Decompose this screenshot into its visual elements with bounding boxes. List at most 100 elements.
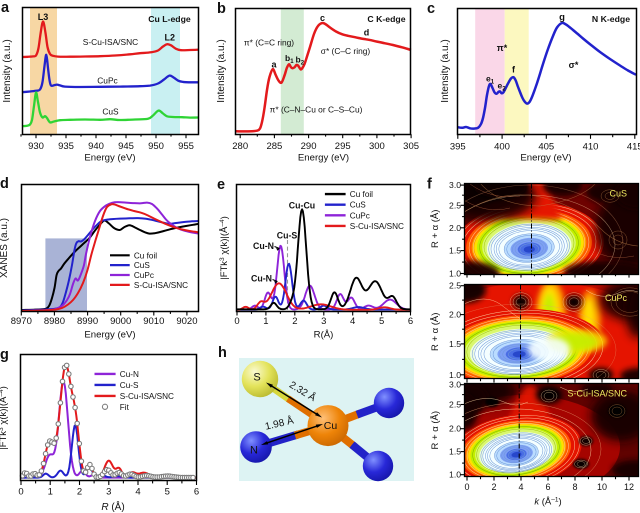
svg-text:9000: 9000: [110, 316, 131, 327]
svg-text:4: 4: [135, 487, 140, 498]
svg-text:8: 8: [572, 482, 577, 492]
svg-text:12: 12: [624, 482, 634, 492]
svg-text:3.0: 3.0: [449, 380, 461, 390]
svg-text:10: 10: [597, 482, 607, 492]
svg-text:405: 405: [538, 142, 554, 153]
svg-text:1: 1: [48, 487, 53, 498]
svg-text:2.0: 2.0: [449, 424, 461, 434]
svg-text:2.5: 2.5: [449, 200, 461, 210]
svg-text:4: 4: [350, 316, 355, 327]
svg-text:1: 1: [263, 316, 268, 327]
svg-text:0: 0: [464, 482, 469, 492]
svg-text:e: e: [217, 177, 225, 193]
svg-text:e2: e2: [498, 81, 507, 93]
svg-text:290: 290: [301, 141, 317, 152]
svg-text:2.5: 2.5: [449, 400, 461, 410]
svg-text:Intensity (a.u.): Intensity (a.u.): [440, 39, 451, 102]
svg-text:π*: π*: [497, 43, 508, 53]
svg-text:395: 395: [450, 142, 466, 153]
svg-text:C K-edge: C K-edge: [367, 14, 405, 24]
svg-text:Cu foil: Cu foil: [134, 251, 157, 260]
svg-text:6: 6: [194, 487, 199, 498]
svg-text:0: 0: [234, 316, 239, 327]
svg-text:1.5: 1.5: [449, 447, 461, 457]
svg-text:L2: L2: [165, 33, 176, 43]
svg-text:Cu-N: Cu-N: [120, 370, 139, 379]
svg-text:CuS: CuS: [134, 261, 150, 270]
svg-text:940: 940: [88, 141, 104, 152]
svg-text:S: S: [253, 372, 260, 384]
svg-text:σ*: σ*: [569, 60, 579, 70]
svg-text:6: 6: [408, 316, 413, 327]
svg-text:k (Å–1): k (Å–1): [534, 497, 561, 508]
svg-text:955: 955: [178, 141, 194, 152]
svg-text:8980: 8980: [44, 316, 65, 327]
svg-text:2.0: 2.0: [449, 310, 461, 320]
svg-text:3: 3: [321, 316, 326, 327]
svg-text:a: a: [1, 0, 10, 16]
svg-text:|FTk3 χ(k)|(Å–4): |FTk3 χ(k)|(Å–4): [0, 386, 9, 450]
svg-text:R + α (Å): R + α (Å): [430, 313, 441, 351]
svg-text:a: a: [271, 60, 277, 70]
svg-text:g: g: [559, 12, 565, 23]
svg-text:S-Cu-ISA/SNC: S-Cu-ISA/SNC: [350, 222, 404, 231]
svg-text:Energy (eV): Energy (eV): [84, 330, 135, 341]
svg-text:Fit: Fit: [120, 403, 130, 412]
svg-text:1.0: 1.0: [449, 470, 461, 480]
svg-text:Energy (eV): Energy (eV): [84, 153, 135, 164]
svg-text:Cu-N: Cu-N: [251, 274, 272, 284]
svg-text:π* (C–N–Cu or C–S–Cu): π* (C–N–Cu or C–S–Cu): [270, 105, 363, 115]
svg-text:CuS: CuS: [350, 201, 366, 210]
svg-text:CuPc: CuPc: [134, 271, 154, 280]
svg-text:S-Cu-ISA/SNC: S-Cu-ISA/SNC: [83, 37, 138, 47]
svg-text:9010: 9010: [143, 316, 164, 327]
svg-text:R + α (Å): R + α (Å): [430, 411, 441, 449]
svg-text:3.0: 3.0: [449, 180, 461, 190]
svg-text:b: b: [217, 1, 226, 17]
svg-text:2.0: 2.0: [449, 223, 461, 233]
svg-text:R (Å): R (Å): [101, 500, 124, 513]
svg-text:S-Cu-ISA/SNC: S-Cu-ISA/SNC: [567, 389, 627, 399]
svg-text:2: 2: [77, 487, 82, 498]
svg-text:π* (C=C ring): π* (C=C ring): [244, 38, 294, 48]
svg-text:f: f: [427, 177, 432, 193]
svg-text:295: 295: [335, 141, 351, 152]
svg-text:b2: b2: [296, 55, 305, 67]
svg-text:Cu-N: Cu-N: [253, 241, 274, 251]
svg-text:950: 950: [148, 141, 164, 152]
svg-text:1.5: 1.5: [449, 339, 461, 349]
svg-text:1.0: 1.0: [449, 269, 461, 279]
svg-text:CuPc: CuPc: [350, 211, 370, 220]
svg-text:c: c: [320, 13, 325, 23]
svg-text:2: 2: [491, 482, 496, 492]
svg-text:8970: 8970: [11, 316, 32, 327]
svg-text:305: 305: [403, 141, 419, 152]
svg-text:4: 4: [518, 482, 523, 492]
svg-text:2: 2: [292, 316, 297, 327]
svg-text:CuPc: CuPc: [97, 76, 117, 86]
svg-text:935: 935: [58, 141, 74, 152]
svg-text:|FTk3 χ(k)|(Å–4): |FTk3 χ(k)|(Å–4): [219, 216, 230, 280]
svg-text:3: 3: [106, 487, 111, 498]
svg-text:S-Cu-ISA/SNC: S-Cu-ISA/SNC: [134, 281, 188, 290]
svg-text:300: 300: [369, 141, 385, 152]
svg-text:σ* (C–C ring): σ* (C–C ring): [321, 46, 371, 56]
svg-text:d: d: [0, 176, 9, 192]
svg-text:N K-edge: N K-edge: [592, 14, 630, 24]
svg-text:CuPc: CuPc: [605, 293, 628, 303]
svg-text:2.5: 2.5: [449, 281, 461, 291]
svg-text:Cu-S: Cu-S: [277, 231, 298, 241]
svg-text:Cu: Cu: [324, 420, 338, 432]
svg-text:410: 410: [583, 142, 599, 153]
svg-text:f: f: [512, 65, 516, 75]
svg-text:S-Cu-ISA/SNC: S-Cu-ISA/SNC: [120, 392, 174, 401]
svg-text:b1: b1: [285, 53, 294, 65]
svg-text:d: d: [364, 28, 370, 38]
svg-text:400: 400: [494, 142, 510, 153]
svg-text:Cu-Cu: Cu-Cu: [289, 201, 315, 211]
svg-text:Energy (eV): Energy (eV): [520, 153, 571, 164]
svg-text:R + α (Å): R + α (Å): [430, 210, 441, 248]
svg-text:c: c: [427, 1, 435, 17]
svg-text:8990: 8990: [77, 316, 98, 327]
svg-text:N: N: [250, 445, 258, 457]
